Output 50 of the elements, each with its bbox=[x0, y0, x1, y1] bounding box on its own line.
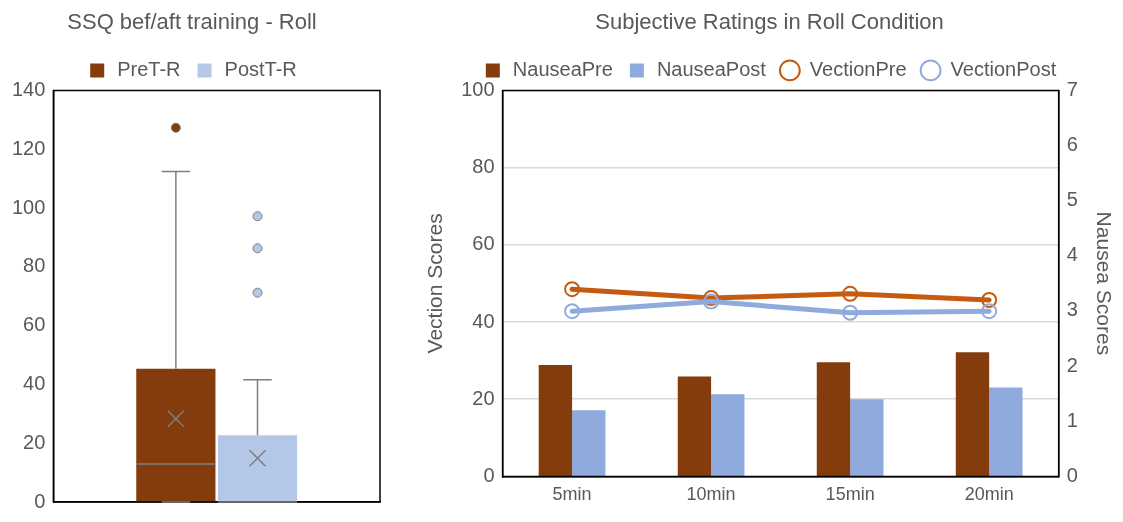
bar bbox=[816, 362, 851, 477]
y-tick-label: 0 bbox=[34, 489, 46, 512]
y2-tick-label: 7 bbox=[1066, 77, 1078, 100]
bar bbox=[989, 387, 1023, 477]
y-tick-label: 100 bbox=[461, 77, 495, 100]
chart-title: Subjective Ratings in Roll Condition bbox=[595, 9, 944, 35]
y2-tick-label: 2 bbox=[1066, 353, 1078, 376]
y-axis-title: Vection Scores bbox=[423, 213, 447, 354]
bar bbox=[850, 399, 884, 477]
x-tick-label: 20min bbox=[964, 484, 1014, 505]
legend-label: NauseaPost bbox=[656, 57, 767, 80]
y2-tick-label: 3 bbox=[1066, 298, 1078, 321]
y-tick-label: 80 bbox=[23, 254, 46, 277]
bar bbox=[572, 410, 606, 477]
x-tick-label: 5min bbox=[552, 484, 592, 505]
y-tick-label: 60 bbox=[472, 232, 495, 255]
y-tick-label: 40 bbox=[23, 371, 46, 394]
bar bbox=[538, 365, 573, 477]
y-tick-label: 60 bbox=[23, 313, 46, 336]
y2-tick-label: 1 bbox=[1066, 408, 1078, 431]
legend-label: NauseaPre bbox=[512, 57, 613, 80]
chart-title: SSQ bef/aft training - Roll bbox=[67, 9, 317, 35]
point bbox=[564, 281, 581, 298]
y2-tick-label: 5 bbox=[1066, 188, 1078, 211]
y-tick-label: 40 bbox=[472, 309, 495, 332]
bar bbox=[677, 376, 712, 477]
y-tick-label: 120 bbox=[11, 136, 46, 159]
legend-label: PostT-R bbox=[224, 57, 297, 80]
y-tick-label: 0 bbox=[483, 463, 495, 486]
legend-label: VectionPost bbox=[950, 57, 1057, 80]
bar bbox=[955, 352, 990, 477]
y-tick-label: 20 bbox=[472, 386, 495, 409]
point bbox=[981, 303, 998, 320]
y-tick-label: 20 bbox=[23, 430, 46, 453]
legend-label: VectionPre bbox=[809, 57, 907, 80]
point bbox=[981, 292, 998, 308]
x-tick-label: 10min bbox=[686, 484, 736, 505]
y-tick-label: 80 bbox=[472, 155, 495, 178]
y2-tick-label: 6 bbox=[1066, 133, 1078, 156]
y-tick-label: 100 bbox=[11, 195, 46, 218]
point bbox=[842, 304, 859, 321]
legend-label: PreT-R bbox=[117, 57, 181, 80]
bar bbox=[711, 394, 745, 477]
point bbox=[842, 285, 859, 302]
x-tick-label: 15min bbox=[825, 484, 875, 505]
point bbox=[564, 303, 581, 320]
y2-tick-label: 4 bbox=[1066, 243, 1078, 266]
y2-tick-label: 0 bbox=[1066, 463, 1078, 486]
y-tick-label: 140 bbox=[11, 77, 46, 100]
y2-axis-title: Nausea Scores bbox=[1092, 211, 1116, 356]
